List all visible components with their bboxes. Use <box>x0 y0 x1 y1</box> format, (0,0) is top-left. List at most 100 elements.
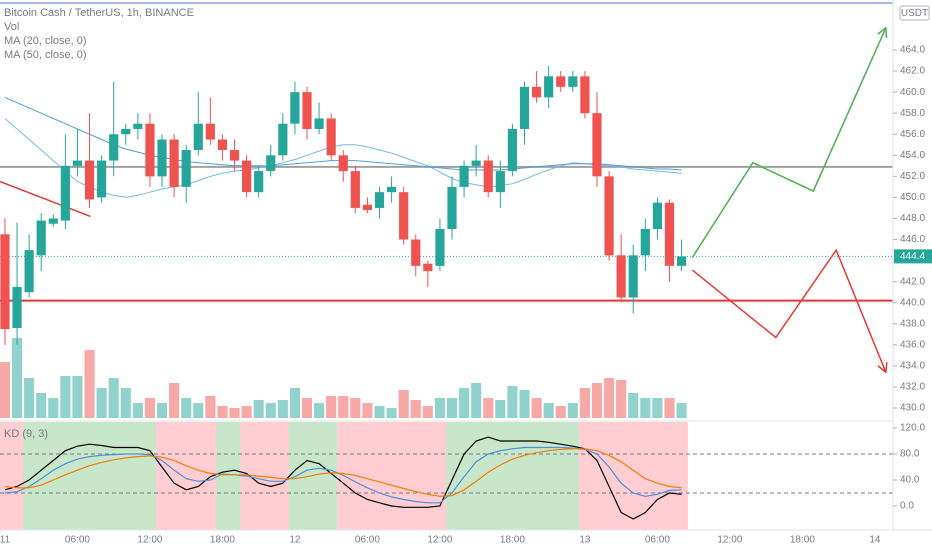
y-tick-label: 438.0 <box>900 318 925 329</box>
volume-bar <box>664 398 675 418</box>
volume-bar <box>459 388 470 418</box>
volume-bar <box>0 362 11 418</box>
candle-body <box>157 139 167 177</box>
volume-bar <box>338 396 349 418</box>
x-tick-label: 12 <box>289 535 301 546</box>
y-tick-label: 456.0 <box>900 129 925 140</box>
volume-bar <box>11 338 23 418</box>
volume-bar <box>181 398 192 418</box>
kd-band <box>615 422 628 530</box>
x-tick-label: 06:00 <box>65 535 90 546</box>
candle-body <box>290 92 300 124</box>
volume-bar <box>169 383 180 418</box>
y-tick-label: 460.0 <box>900 87 925 98</box>
kd-band <box>603 422 616 530</box>
kd-band <box>675 422 688 530</box>
kd-band <box>143 422 157 530</box>
candle-body <box>84 160 95 200</box>
kd-band <box>445 422 459 530</box>
volume-bar <box>519 390 530 418</box>
volume-bar <box>301 398 313 418</box>
volume-bar <box>616 380 627 418</box>
volume-bar <box>362 403 373 418</box>
kd-band <box>518 422 531 530</box>
kd-band <box>554 422 568 530</box>
candle-body <box>531 86 542 98</box>
candle-body <box>302 92 312 129</box>
y-tick-label: 432.0 <box>900 382 925 393</box>
candle-body <box>507 128 517 172</box>
kd-band <box>663 422 676 530</box>
y-tick-label: 430.0 <box>900 403 925 414</box>
volume-bar <box>434 398 445 418</box>
last-price-label: 444.4 <box>900 251 925 262</box>
currency-box <box>899 5 930 21</box>
candle-body <box>495 171 505 193</box>
volume-bar <box>72 376 83 418</box>
volume-bar <box>96 388 107 418</box>
candle-body <box>471 160 481 166</box>
candle-body <box>97 160 107 198</box>
volume-bar <box>253 400 264 418</box>
kd-band <box>131 422 145 530</box>
kd-band <box>119 422 133 530</box>
candle-body <box>48 218 58 224</box>
volume-bar <box>507 386 518 418</box>
kd-band <box>23 422 36 530</box>
candle-body <box>374 192 385 208</box>
candle-body <box>616 255 626 298</box>
volume-bar <box>314 403 325 418</box>
kd-band <box>566 422 580 530</box>
y-tick-label: 464.0 <box>900 45 925 56</box>
candle-body <box>676 256 687 266</box>
kd-band <box>10 422 24 530</box>
volume-bar <box>676 403 687 418</box>
volume-bar <box>48 398 59 418</box>
candle-body <box>350 171 360 208</box>
x-tick-label: 14 <box>869 535 881 546</box>
y-tick-label: 442.0 <box>900 276 925 287</box>
kd-band <box>590 422 604 530</box>
kd-line <box>4 448 682 497</box>
kd-line <box>4 436 682 520</box>
candle-body <box>169 139 179 187</box>
candle-body <box>362 204 373 211</box>
kd-band <box>397 422 411 530</box>
kd-band <box>0 422 12 530</box>
kd-band <box>216 422 229 530</box>
kd-band <box>95 422 108 530</box>
candle-body <box>459 165 469 187</box>
ma-label: MA (20, close, 0) <box>4 35 87 47</box>
kd-label: KD (9, 3) <box>4 428 48 440</box>
candle-body <box>386 186 397 193</box>
volume-bar <box>36 393 47 418</box>
candle-body <box>36 220 46 256</box>
kd-band <box>325 422 338 530</box>
last-price-box <box>894 249 932 264</box>
volume-bar <box>567 403 578 418</box>
volume-bar <box>156 403 168 418</box>
candle-body <box>0 234 10 330</box>
volume-label: Vol <box>4 21 19 33</box>
candle-body <box>580 76 590 114</box>
volume-bar <box>229 408 240 418</box>
y-tick-label: 462.0 <box>900 66 925 77</box>
kd-band <box>651 422 664 530</box>
volume-bar <box>241 406 252 418</box>
candle-body <box>314 118 324 129</box>
candle-body <box>411 239 421 266</box>
candle-body <box>435 229 445 266</box>
currency: USDT <box>901 8 928 19</box>
volume-bar <box>120 388 131 418</box>
y-tick-label: 454.0 <box>900 150 925 161</box>
candle-body <box>483 160 493 193</box>
volume-bar <box>205 396 216 418</box>
forecast-line <box>0 180 91 218</box>
x-tick-label: 18:00 <box>210 535 235 546</box>
kd-band <box>155 422 169 530</box>
x-tick-label: 12:00 <box>427 535 452 546</box>
candle-body <box>652 202 662 230</box>
kd-band <box>494 422 507 530</box>
volume-bar <box>289 388 301 418</box>
y-tick-label: 452.0 <box>900 171 925 182</box>
